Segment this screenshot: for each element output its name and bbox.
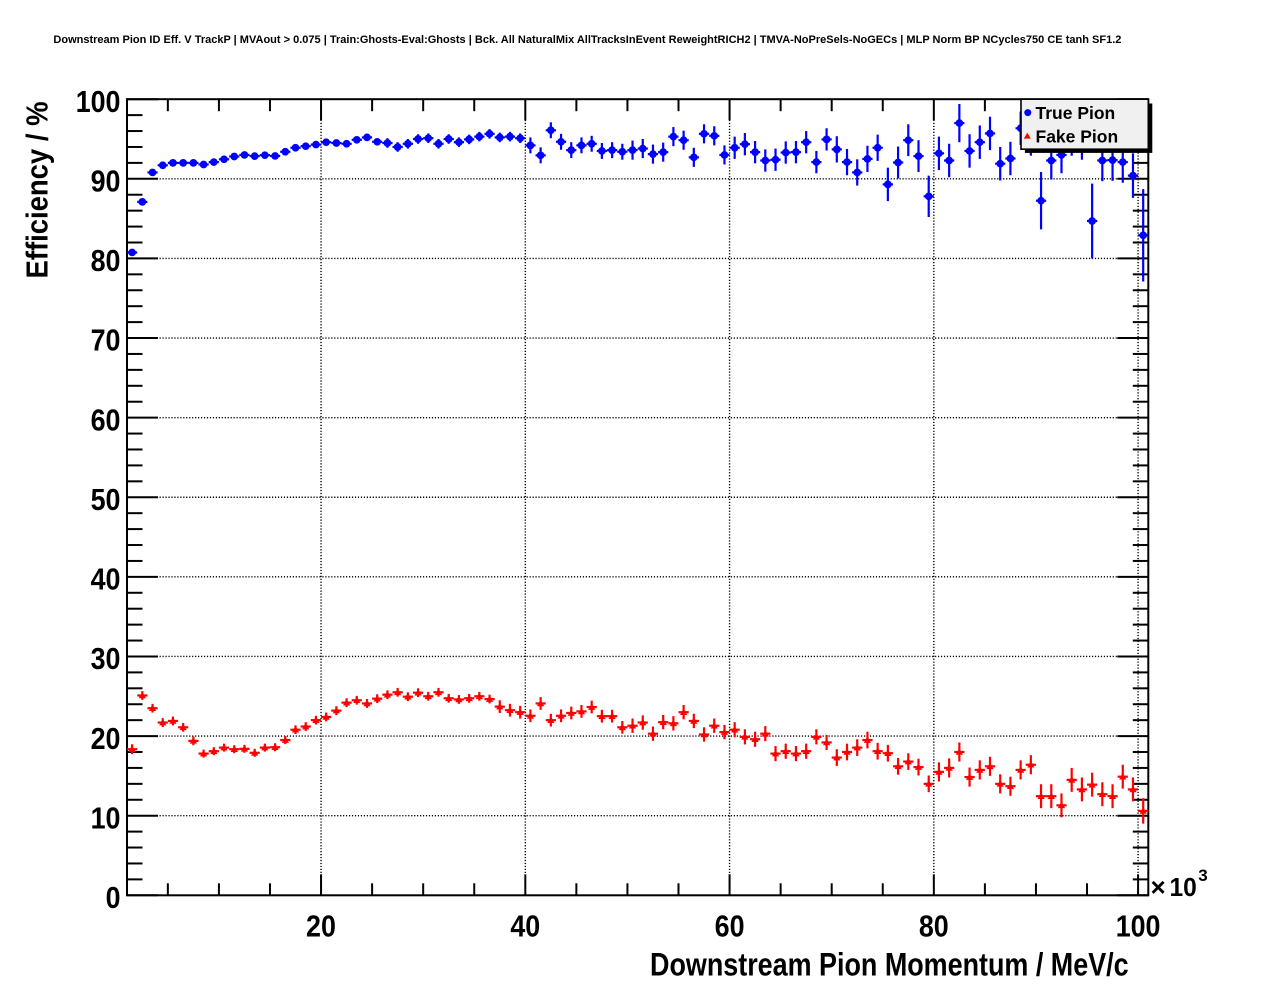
- svg-text:40: 40: [510, 909, 540, 943]
- svg-text:70: 70: [91, 324, 121, 358]
- svg-text:60: 60: [91, 403, 121, 437]
- svg-text:3: 3: [1198, 866, 1207, 885]
- svg-text:10: 10: [1170, 872, 1197, 902]
- svg-text:Downstream Pion Momentum / MeV: Downstream Pion Momentum / MeV/c: [650, 947, 1129, 983]
- svg-text:60: 60: [715, 909, 745, 943]
- svg-text:True Pion: True Pion: [1036, 103, 1116, 123]
- svg-text:×: ×: [1151, 872, 1166, 902]
- svg-text:80: 80: [91, 244, 121, 278]
- svg-text:40: 40: [91, 563, 121, 597]
- svg-text:10: 10: [91, 801, 121, 835]
- svg-text:20: 20: [91, 722, 121, 756]
- svg-text:100: 100: [76, 85, 121, 119]
- svg-text:20: 20: [306, 909, 336, 943]
- svg-text:Fake Pion: Fake Pion: [1036, 126, 1119, 146]
- svg-text:Efficiency / %: Efficiency / %: [20, 102, 55, 279]
- svg-text:100: 100: [1116, 909, 1161, 943]
- svg-text:0: 0: [106, 881, 121, 915]
- svg-text:Downstream Pion ID Eff. V Trac: Downstream Pion ID Eff. V TrackP | MVAou…: [53, 34, 1121, 46]
- svg-text:80: 80: [919, 909, 949, 943]
- svg-text:30: 30: [91, 642, 121, 676]
- svg-text:50: 50: [91, 483, 121, 517]
- svg-text:90: 90: [91, 165, 121, 199]
